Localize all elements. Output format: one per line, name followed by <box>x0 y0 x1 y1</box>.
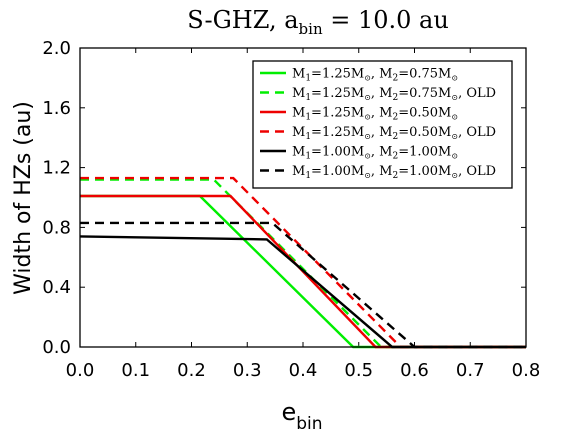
chart-title-tail: = 10.0 au <box>323 6 449 34</box>
legend-entry: M1=1.00M⊙, M2=1.00M⊙, OLD <box>292 164 496 181</box>
legend-entry: M1=1.25M⊙, M2=0.75M⊙, OLD <box>292 86 496 103</box>
legend-entry: M1=1.25M⊙, M2=0.50M⊙, OLD <box>292 125 496 142</box>
chart-title-subscript: bin <box>299 20 323 38</box>
x-tick-label: 0.1 <box>121 360 150 381</box>
series-line-6 <box>80 221 526 349</box>
y-tick-label: 0.8 <box>42 217 71 238</box>
legend-box <box>252 60 513 189</box>
y-tick-label: 2.0 <box>42 38 71 59</box>
x-tick-label: 0.3 <box>233 360 262 381</box>
plot-frame <box>79 47 527 348</box>
y-tick-label: 1.6 <box>42 98 71 119</box>
x-tick-label: 0.8 <box>512 360 541 381</box>
x-tick-label: 0.2 <box>177 360 206 381</box>
x-tick-label: 0.6 <box>400 360 429 381</box>
x-axis-label: ebin <box>281 398 322 434</box>
series-line-4 <box>80 176 526 349</box>
chart-title-main: S-GHZ, a <box>187 6 298 34</box>
x-tick-label: 0.7 <box>456 360 485 381</box>
x-tick-label: 0.5 <box>344 360 373 381</box>
chart-title: S-GHZ, abin = 10.0 au <box>187 6 449 38</box>
legend-entry: M1=1.25M⊙, M2=0.50M⊙ <box>292 106 458 123</box>
series-line-5 <box>79 235 526 349</box>
y-tick-label: 0.4 <box>42 277 71 298</box>
y-tick-label: 0.0 <box>42 337 71 358</box>
plot-series <box>79 176 526 349</box>
axis-ticks: 0.0 0.1 0.2 0.3 0.4 0.5 0.6 0.7 0.8 0.0 0.4 0.8 1.2 1… <box>42 38 540 381</box>
legend-entry: M1=1.25M⊙, M2=0.75M⊙ <box>292 67 458 84</box>
legend: M1=1.25M⊙, M2=0.75M⊙ M1=1.25M⊙, M2=0.75M⊙… <box>252 60 513 189</box>
x-tick-label: 0.0 <box>66 360 95 381</box>
series-line-2 <box>80 178 526 349</box>
x-axis-label-subscript: bin <box>296 414 322 434</box>
y-axis-label: Width of HZs (au) <box>11 101 36 295</box>
legend-entry: M1=1.00M⊙, M2=1.00M⊙ <box>292 145 458 162</box>
x-tick-label: 0.4 <box>289 360 318 381</box>
y-tick-label: 1.2 <box>42 158 71 179</box>
x-axis-label-main: e <box>281 398 296 426</box>
